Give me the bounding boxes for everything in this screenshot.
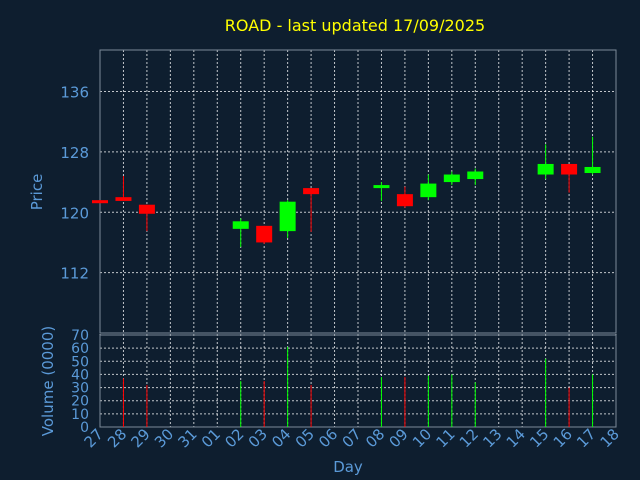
x-tick-label: 01	[198, 425, 224, 451]
price-tick-label: 136	[60, 84, 89, 102]
candle-body	[232, 221, 249, 229]
x-tick-label: 08	[362, 425, 388, 451]
x-tick-label: 28	[104, 425, 130, 451]
candle-body	[279, 201, 296, 232]
x-tick-label: 16	[550, 425, 576, 451]
price-tick-label: 128	[60, 144, 89, 162]
candle-body	[92, 200, 108, 204]
volume-tick-label: 60	[71, 341, 89, 357]
candle-body	[537, 163, 554, 175]
price-tick-label: 120	[60, 204, 89, 222]
price-tick-label: 112	[60, 265, 89, 283]
candle-body	[256, 225, 273, 243]
candle-body	[561, 163, 578, 175]
chart-title: ROAD - last updated 17/09/2025	[225, 16, 485, 35]
x-tick-label: 03	[245, 425, 271, 451]
x-tick-label: 17	[573, 425, 599, 451]
volume-panel-frame	[99, 334, 617, 428]
price-axis-label: Price	[28, 174, 46, 211]
candle-body	[396, 194, 413, 207]
candle-body	[115, 197, 132, 201]
x-tick-label: 10	[409, 425, 435, 451]
volume-tick-label: 40	[71, 367, 89, 383]
volume-axis-label: Volume (0000)	[39, 326, 57, 436]
x-tick-label: 05	[292, 425, 318, 451]
candle-body	[303, 188, 320, 195]
x-tick-label: 29	[128, 425, 154, 451]
price-panel-frame	[99, 49, 617, 334]
volume-tick-label: 20	[71, 394, 89, 410]
x-tick-label: 18	[597, 425, 623, 451]
volume-tick-label: 0	[80, 420, 89, 436]
x-tick-label: 07	[339, 425, 365, 451]
volume-tick-label: 10	[71, 407, 89, 423]
x-tick-label: 04	[268, 425, 294, 451]
volume-tick-label: 30	[71, 381, 89, 397]
x-tick-label: 06	[315, 425, 341, 451]
x-axis-label: Day	[333, 458, 363, 476]
candle-body	[138, 204, 155, 214]
x-tick-label: 14	[503, 425, 529, 451]
candle-body	[420, 183, 437, 198]
x-tick-label: 11	[432, 425, 458, 451]
x-tick-label: 30	[151, 425, 177, 451]
volume-tick-label: 70	[71, 328, 89, 344]
volume-tick-label: 50	[71, 354, 89, 370]
candle-body	[467, 171, 484, 180]
x-tick-label: 13	[479, 425, 505, 451]
candle-body	[373, 185, 390, 189]
candle-body	[584, 166, 601, 174]
x-tick-label: 31	[174, 425, 200, 451]
candle-body	[443, 174, 460, 183]
x-tick-label: 02	[221, 425, 247, 451]
x-tick-label: 15	[526, 425, 552, 451]
x-tick-label: 12	[456, 425, 482, 451]
x-tick-label: 09	[386, 425, 412, 451]
